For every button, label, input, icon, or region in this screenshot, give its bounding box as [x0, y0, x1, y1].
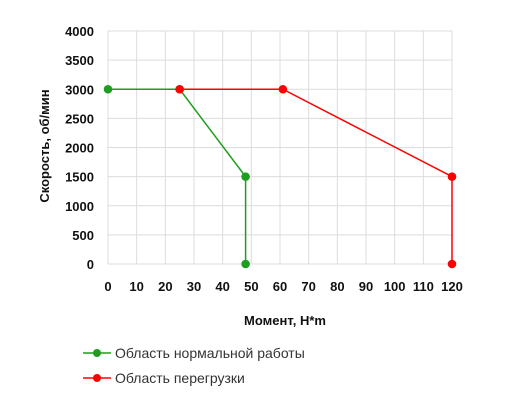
y-tick-label: 0 — [87, 257, 94, 272]
y-tick-label: 2500 — [65, 111, 94, 126]
legend-item-overload: Область перегрузки — [83, 370, 245, 386]
x-tick-labels: 0 10 20 30 40 50 60 70 80 90 100 110 120 — [104, 279, 462, 294]
y-axis-label: Скорость, об/мин — [37, 89, 52, 202]
y-tick-label: 3000 — [65, 82, 94, 97]
data-point-s0-0 — [103, 84, 113, 94]
x-tick-label: 30 — [187, 279, 201, 294]
y-tick-label: 1500 — [65, 170, 94, 185]
data-point-s0-2 — [241, 172, 250, 181]
x-tick-label: 60 — [273, 279, 287, 294]
x-tick-label: 0 — [104, 279, 111, 294]
y-tick-label: 3500 — [65, 53, 94, 68]
legend-marker-overload — [93, 374, 101, 382]
x-tick-label: 10 — [129, 279, 143, 294]
data-point-s1-1 — [278, 84, 288, 94]
x-tick-label: 100 — [384, 279, 406, 294]
x-tick-label: 70 — [301, 279, 315, 294]
x-tick-label: 20 — [158, 279, 172, 294]
data-point-s1-0 — [175, 84, 184, 94]
x-tick-label: 90 — [359, 279, 373, 294]
legend-marker-normal — [93, 349, 101, 357]
y-tick-label: 500 — [72, 228, 94, 243]
x-tick-label: 40 — [215, 279, 229, 294]
series-line-0 — [108, 88, 247, 264]
y-tick-label: 4000 — [65, 24, 94, 39]
x-tick-label: 80 — [330, 279, 344, 294]
legend-label-overload: Область перегрузки — [115, 370, 245, 386]
x-tick-label: 120 — [441, 279, 463, 294]
y-tick-label: 2000 — [65, 141, 94, 156]
x-tick-label: 50 — [244, 279, 258, 294]
legend-item-normal: Область нормальной работы — [83, 345, 305, 361]
series-line-1 — [179, 88, 453, 264]
series-layer — [103, 84, 457, 269]
y-tick-labels: 0 500 1000 1500 2000 2500 3000 3500 4000 — [65, 24, 94, 272]
grid — [107, 30, 453, 265]
data-point-s0-3 — [241, 259, 250, 269]
legend-label-normal: Область нормальной работы — [115, 345, 305, 361]
legend: Область нормальной работы Область перегр… — [83, 345, 305, 386]
data-point-s1-3 — [447, 259, 457, 269]
x-axis-label: Момент, Н*m — [244, 313, 326, 328]
y-tick-label: 1000 — [65, 199, 94, 214]
data-point-s1-2 — [447, 172, 457, 181]
x-tick-label: 110 — [413, 279, 434, 294]
